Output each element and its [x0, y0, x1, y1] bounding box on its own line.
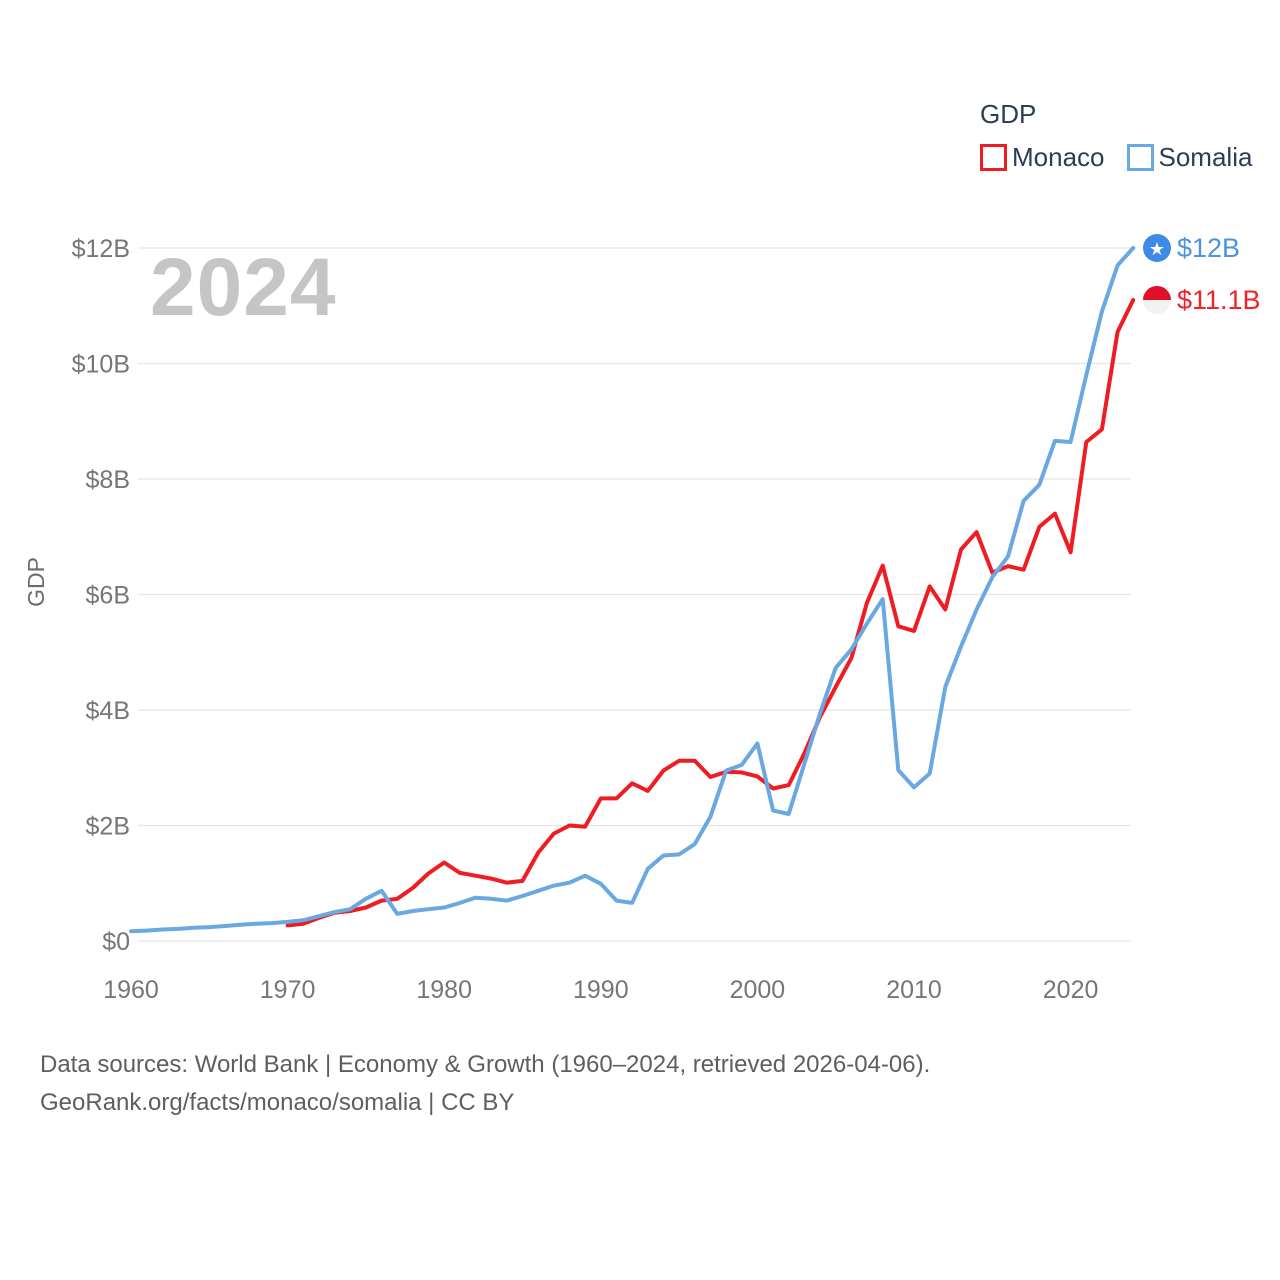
legend-item-somalia[interactable]: Somalia	[1126, 142, 1253, 173]
footer-line-2: GeoRank.org/facts/monaco/somalia | CC BY	[40, 1089, 515, 1116]
footer-line-1: Data sources: World Bank | Economy & Gro…	[40, 1051, 931, 1078]
y-tick-label: $10B	[72, 351, 130, 379]
end-value-label-monaco: $11.1B	[1177, 285, 1261, 315]
watermark-year: 2024	[150, 242, 336, 333]
y-tick-label: $8B	[86, 466, 130, 494]
y-tick-label: $4B	[86, 697, 130, 725]
y-tick-label: $6B	[86, 582, 130, 610]
y-tick-label: $12B	[72, 235, 130, 263]
gdp-line-chart: $0 $2B $4B $6B $8B $10B $12B 2024 1960 1970 1980 19…	[23, 233, 1261, 1004]
series-line-somalia[interactable]	[129, 246, 1136, 934]
y-axis-title: GDP	[23, 557, 49, 607]
x-tick-label: 1960	[103, 976, 159, 1004]
x-tick-label: 2020	[1043, 976, 1099, 1004]
legend-title: GDP	[980, 99, 1037, 129]
legend-label-monaco: Monaco	[1012, 142, 1105, 172]
y-tick-label: $0	[102, 928, 130, 956]
data-source-footer: Data sources: World Bank | Economy & Gro…	[40, 1046, 930, 1122]
somalia-flag-icon	[1143, 234, 1171, 262]
legend-label-somalia: Somalia	[1158, 142, 1253, 172]
legend-item-monaco[interactable]: Monaco	[980, 142, 1105, 173]
legend-items: Monaco Somalia	[980, 142, 1274, 173]
end-value-label-somalia: $12B	[1177, 233, 1240, 263]
legend-swatch-somalia	[1126, 144, 1154, 171]
chart-legend: GDP Monaco Somalia	[980, 99, 1274, 173]
somalia-star-icon: ★	[1149, 239, 1165, 260]
monaco-flag-icon	[1143, 285, 1171, 300]
legend-swatch-monaco	[980, 144, 1007, 171]
monaco-flag-icon-bottom	[1143, 299, 1171, 314]
x-tick-label: 2010	[886, 976, 942, 1004]
x-tick-label: 1970	[260, 976, 316, 1004]
series-line-monaco[interactable]	[285, 298, 1136, 928]
x-tick-label: 1980	[416, 976, 472, 1004]
x-tick-label: 1990	[573, 976, 629, 1004]
x-tick-label: 2000	[730, 976, 786, 1004]
y-tick-label: $2B	[86, 813, 130, 841]
